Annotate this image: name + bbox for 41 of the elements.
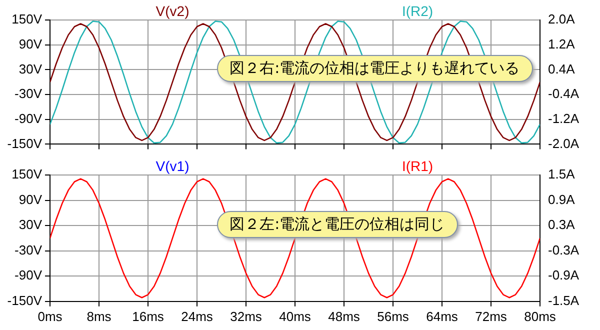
y2-tick-label: 0.4A: [548, 61, 576, 76]
y2-tick-label: 0.9A: [548, 192, 576, 207]
y-tick-label: -30V: [14, 242, 42, 258]
x-tick-label: 72ms: [475, 308, 508, 324]
y-tick-label: -30V: [14, 86, 42, 102]
annotation: 図２右:電流の位相は電圧よりも遅れている: [216, 55, 533, 82]
x-tick-label: 24ms: [181, 308, 214, 324]
x-tick-label: 0ms: [38, 308, 63, 324]
x-tick-label: 64ms: [426, 308, 458, 324]
legend-label: V(v1): [156, 158, 190, 174]
y-tick-label: -90V: [14, 268, 42, 283]
series-label: I(R1): [402, 158, 434, 174]
x-tick-label: 40ms: [279, 308, 312, 324]
y-tick-label: 90V: [18, 36, 42, 52]
y-tick-label: 150V: [12, 166, 42, 182]
y2-tick-label: 0.3A: [548, 217, 576, 232]
series-label: V(v2): [156, 2, 190, 19]
y-tick-label: 30V: [18, 217, 42, 232]
y2-tick-label: 2.0A: [548, 12, 576, 27]
y-tick-label: 150V: [12, 12, 42, 27]
y2-tick-label: -0.4A: [548, 86, 580, 102]
y-tick-label: -150V: [7, 292, 42, 308]
y2-tick-label: -1.2A: [548, 110, 580, 126]
x-tick-label: 80ms: [524, 308, 556, 324]
x-tick-label: 32ms: [230, 308, 262, 324]
annotation: 図２左:電流と電圧の位相は同じ: [216, 211, 458, 238]
y2-tick-label: -0.9A: [548, 268, 580, 283]
y2-tick-label: 1.2A: [548, 36, 576, 52]
x-tick-label: 56ms: [377, 308, 410, 324]
series-label: I(R2): [402, 2, 434, 19]
y2-tick-label: -1.5A: [548, 292, 580, 308]
y-tick-label: 30V: [18, 61, 42, 76]
x-tick-label: 48ms: [328, 308, 360, 324]
y2-tick-label: -0.3A: [548, 242, 580, 258]
y-tick-label: 90V: [18, 192, 42, 207]
y-tick-label: -150V: [7, 136, 42, 151]
x-tick-label: 16ms: [132, 308, 164, 324]
y2-tick-label: 1.5A: [548, 166, 576, 182]
y2-tick-label: -2.0A: [548, 136, 580, 151]
x-tick-label: 8ms: [86, 308, 112, 324]
y-tick-label: -90V: [14, 110, 42, 126]
